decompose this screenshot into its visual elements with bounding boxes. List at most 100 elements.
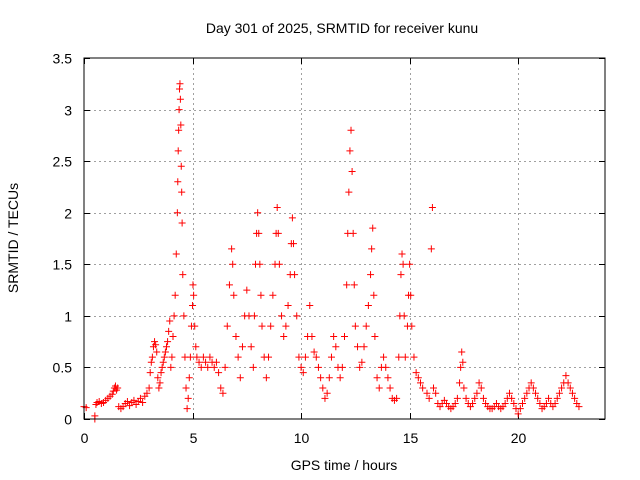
data-point [475,379,483,387]
data-point [151,338,159,346]
data-point [351,322,359,330]
data-point [568,389,576,397]
data-point [169,332,177,340]
data-point [238,343,246,351]
data-point [250,312,258,320]
data-point [267,322,275,330]
x-tick-label: 5 [190,430,198,446]
data-point [177,121,185,129]
data-point [269,291,277,299]
data-point [175,126,183,134]
data-point [210,363,218,371]
data-point [282,322,290,330]
data-point [148,353,156,361]
data-point [195,358,203,366]
data-point [384,374,392,382]
y-tick-label: 1 [64,309,72,325]
data-point [183,405,191,413]
data-point [254,209,262,217]
data-point [178,219,186,227]
data-point [416,379,424,387]
data-point [308,332,316,340]
data-point [243,286,251,294]
data-point [510,400,518,408]
data-point [204,363,212,371]
data-point [273,204,281,212]
data-point [189,302,197,310]
data-point [191,322,199,330]
data-point [562,372,570,380]
data-point [551,400,559,408]
data-point [514,410,522,418]
data-point [159,358,167,366]
data-point [161,348,169,356]
data-point [219,389,227,397]
data-point [367,271,375,279]
data-point [314,363,322,371]
data-point [356,363,364,371]
data-point [284,302,292,310]
data-point [155,384,163,392]
plot-frame [83,57,606,420]
y-tick-label: 1.5 [53,257,73,273]
data-point [373,374,381,382]
data-point [275,260,283,268]
data-point [299,369,307,377]
y-axis-label: SRMTID / TECUs [5,183,21,293]
data-point [471,394,479,402]
data-point [338,363,346,371]
data-point [175,106,183,114]
data-point [451,400,459,408]
data-point [473,389,481,397]
data-point [160,353,168,361]
data-point [147,358,155,366]
data-point [321,394,329,402]
data-point [364,302,372,310]
x-tick-label: 20 [511,430,527,446]
data-point [312,353,320,361]
data-point [477,384,485,392]
data-point [91,412,99,420]
data-point [174,178,182,186]
y-tick-label: 3 [64,103,72,119]
data-point [297,363,305,371]
data-point [228,245,236,253]
data-point [202,358,210,366]
data-point [177,162,185,170]
data-point [156,379,164,387]
data-point [173,209,181,217]
data-point [382,363,390,371]
data-point [358,358,366,366]
data-point [453,394,461,402]
x-tick-label: 15 [403,430,419,446]
data-point [310,348,318,356]
data-point [164,338,172,346]
data-point [221,363,229,371]
data-point [174,147,182,155]
data-point [165,327,173,335]
data-point [571,394,579,402]
data-point [423,389,431,397]
x-tick-label: 10 [294,430,310,446]
x-axis-label: GPS time / hours [291,457,398,473]
data-point [153,348,161,356]
data-points [80,80,583,423]
data-point [458,348,466,356]
data-point [190,291,198,299]
data-point [523,389,531,397]
data-point [217,384,225,392]
data-point [400,312,408,320]
data-point [319,384,327,392]
data-point [469,400,477,408]
y-tick-label: 2.5 [53,154,73,170]
data-point [432,389,440,397]
data-point [176,95,184,103]
data-point [176,80,184,88]
data-point [130,396,138,404]
data-point [278,312,286,320]
data-point [346,147,354,155]
data-point [109,387,117,395]
data-point [123,397,131,405]
y-tick-label: 0 [64,412,72,428]
data-point [257,291,265,299]
